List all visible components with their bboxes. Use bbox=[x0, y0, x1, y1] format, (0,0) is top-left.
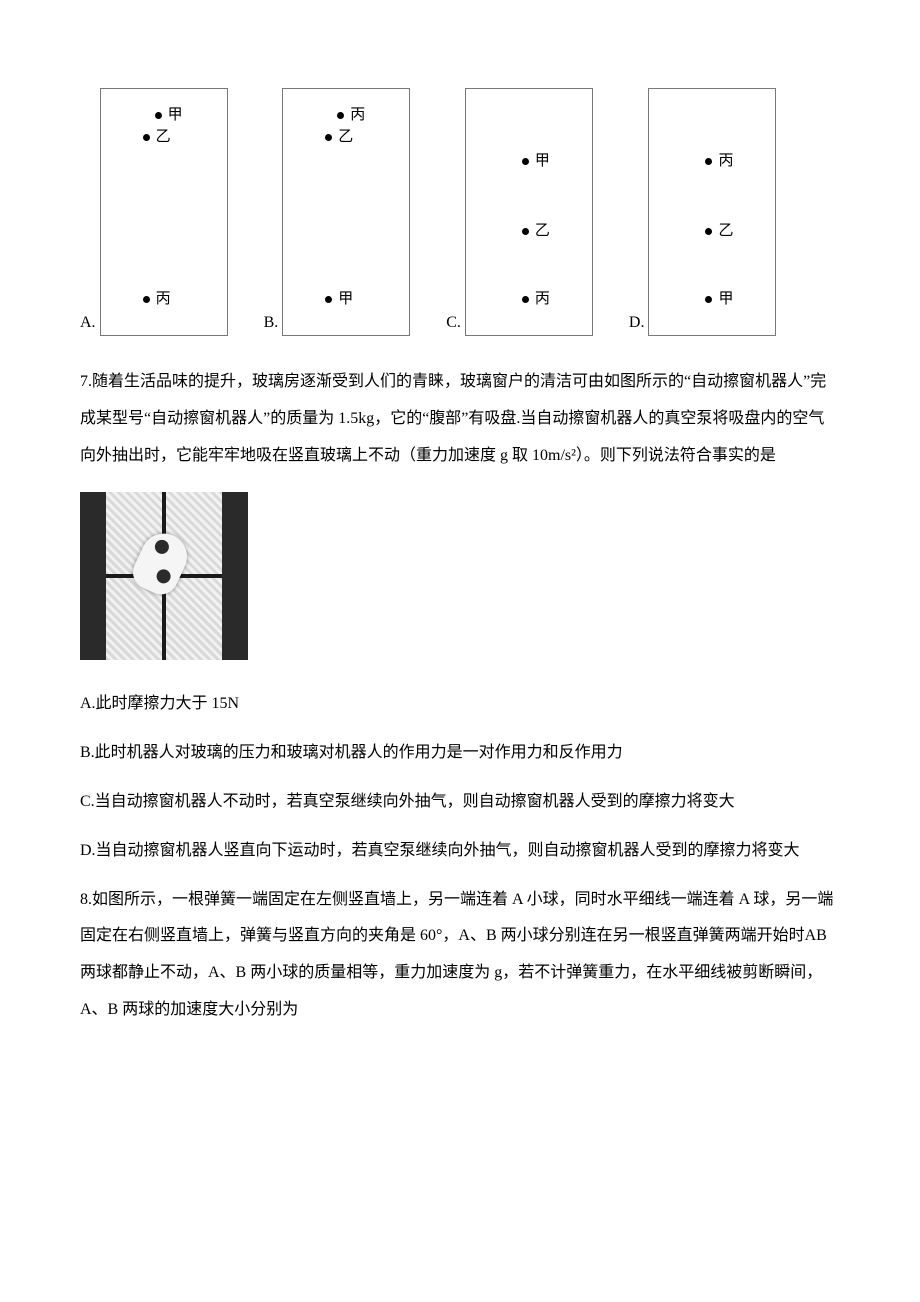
diagram-option-b: B. 丙 乙 甲 bbox=[264, 88, 411, 336]
dot-icon bbox=[155, 112, 162, 119]
point-label: 丙 bbox=[535, 287, 550, 311]
window-frame-right bbox=[222, 492, 248, 660]
dot-icon bbox=[705, 228, 712, 235]
point-d-2: 乙 bbox=[705, 219, 733, 243]
point-label: 甲 bbox=[718, 287, 733, 311]
option-box-a: 甲 乙 丙 bbox=[100, 88, 228, 336]
diagram-option-d: D. 丙 乙 甲 bbox=[629, 88, 777, 336]
dot-icon bbox=[325, 296, 332, 303]
point-label: 甲 bbox=[535, 149, 550, 173]
dot-icon bbox=[522, 228, 529, 235]
point-label: 丙 bbox=[156, 287, 171, 311]
diagram-options-row: A. 甲 乙 丙 B. bbox=[80, 88, 840, 336]
point-label: 乙 bbox=[718, 219, 733, 243]
point-d-1: 丙 bbox=[705, 149, 733, 173]
point-label: 乙 bbox=[535, 219, 550, 243]
point-d-3: 甲 bbox=[705, 287, 733, 311]
point-label: 丙 bbox=[718, 149, 733, 173]
dot-icon bbox=[143, 134, 150, 141]
dot-icon bbox=[522, 296, 529, 303]
question-7-text: 7.随着生活品味的提升，玻璃房逐渐受到人们的青睐，玻璃窗户的清洁可由如图所示的“… bbox=[80, 364, 840, 474]
point-label: 丙 bbox=[350, 103, 365, 127]
q7-option-a: A.此时摩擦力大于 15N bbox=[80, 686, 840, 723]
dot-icon bbox=[705, 296, 712, 303]
dot-icon bbox=[143, 296, 150, 303]
point-b-2: 乙 bbox=[325, 125, 353, 149]
dot-icon bbox=[522, 158, 529, 165]
point-a-2: 乙 bbox=[143, 125, 171, 149]
point-c-1: 甲 bbox=[522, 149, 550, 173]
q7-option-c: C.当自动擦窗机器人不动时，若真空泵继续向外抽气，则自动擦窗机器人受到的摩擦力将… bbox=[80, 784, 840, 821]
option-box-c: 甲 乙 丙 bbox=[465, 88, 593, 336]
diagram-option-a: A. 甲 乙 丙 bbox=[80, 88, 228, 336]
point-c-3: 丙 bbox=[522, 287, 550, 311]
diagram-option-c: C. 甲 乙 丙 bbox=[446, 88, 593, 336]
option-letter-a: A. bbox=[80, 310, 100, 336]
question-8-text: 8.如图所示，一根弹簧一端固定在左侧竖直墙上，另一端连着 A 小球，同时水平细线… bbox=[80, 882, 840, 1029]
dot-icon bbox=[325, 134, 332, 141]
option-letter-c: C. bbox=[446, 310, 465, 336]
point-label: 乙 bbox=[338, 125, 353, 149]
point-label: 甲 bbox=[168, 103, 183, 127]
point-b-1: 丙 bbox=[337, 103, 365, 127]
question-7-figure bbox=[80, 492, 840, 660]
option-box-b: 丙 乙 甲 bbox=[282, 88, 410, 336]
dot-icon bbox=[705, 158, 712, 165]
q7-option-b: B.此时机器人对玻璃的压力和玻璃对机器人的作用力是一对作用力和反作用力 bbox=[80, 735, 840, 772]
option-letter-d: D. bbox=[629, 310, 649, 336]
point-label: 乙 bbox=[156, 125, 171, 149]
option-box-d: 丙 乙 甲 bbox=[648, 88, 776, 336]
option-letter-b: B. bbox=[264, 310, 283, 336]
point-b-3: 甲 bbox=[325, 287, 353, 311]
window-robot-photo bbox=[80, 492, 248, 660]
point-a-1: 甲 bbox=[155, 103, 183, 127]
q7-option-d: D.当自动擦窗机器人竖直向下运动时，若真空泵继续向外抽气，则自动擦窗机器人受到的… bbox=[80, 833, 840, 870]
point-c-2: 乙 bbox=[522, 219, 550, 243]
point-a-3: 丙 bbox=[143, 287, 171, 311]
window-frame-left bbox=[80, 492, 106, 660]
point-label: 甲 bbox=[338, 287, 353, 311]
dot-icon bbox=[337, 112, 344, 119]
